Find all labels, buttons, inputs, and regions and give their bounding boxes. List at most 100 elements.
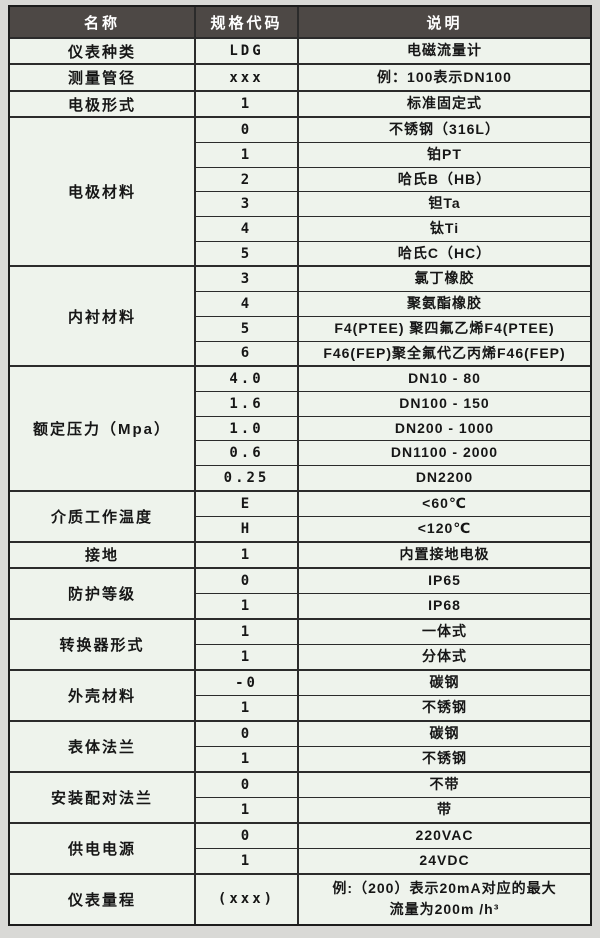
table-row: 1 不锈钢 (194, 746, 590, 772)
table-row: 0 碳钢 (194, 722, 590, 747)
spec-code: -0 (194, 671, 299, 696)
spec-desc: DN100 - 150 (399, 395, 490, 411)
table-row: xxx 例：100表示DN100 (194, 65, 590, 90)
table-row: 1.0 DN200 - 1000 (194, 415, 590, 441)
spec-desc: 不锈钢 (422, 750, 467, 767)
spec-group-name: 内衬材料 (67, 308, 136, 326)
spec-code: 5 (194, 241, 299, 266)
spec-group: 转换器形式 1 一体式 1 分体式 (10, 618, 590, 670)
spec-group-rows: 1 一体式 1 分体式 (194, 620, 590, 670)
spec-desc: F4(PTEE) 聚四氟乙烯F4(PTEE) (334, 319, 555, 336)
table-row: 6 F46(FEP)聚全氟代乙丙烯F46(FEP) (194, 340, 590, 366)
table-row: (xxx) 例:（200）表示20mA对应的最大 流量为200m /h³ (194, 875, 590, 924)
spec-code: 1 (194, 798, 299, 823)
spec-code: 4 (194, 217, 299, 241)
spec-group-rows: 0 220VAC 1 24VDC (194, 824, 590, 873)
spec-group: 仪表量程 (xxx) 例:（200）表示20mA对应的最大 流量为200m /h³ (10, 873, 590, 924)
spec-group-name: 额定压力（Mpa） (32, 421, 171, 439)
spec-group-name: 介质工作温度 (50, 508, 153, 526)
spec-code: (xxx) (194, 875, 299, 924)
spec-group-rows: 0 不带 1 带 (194, 773, 590, 823)
table-row: 4 聚氨酯橡胶 (194, 291, 590, 316)
spec-code: E (194, 491, 299, 516)
spec-desc: F46(FEP)聚全氟代乙丙烯F46(FEP) (323, 344, 566, 361)
spec-group-rows: 1 标准固定式 (194, 91, 590, 117)
spec-desc: 聚氨酯橡胶 (407, 295, 482, 312)
table-row: 1 不锈钢 (194, 695, 590, 721)
spec-code: 2 (194, 167, 299, 192)
spec-group-name: 电极材料 (67, 184, 136, 202)
spec-code: 0 (194, 569, 299, 594)
spec-code: 1 (194, 91, 299, 117)
spec-desc: 碳钢 (429, 725, 460, 742)
spec-code: 1.6 (194, 392, 299, 416)
spec-code: 0 (194, 722, 299, 747)
table-row: 3 钽Ta (194, 191, 590, 217)
table-row: 0 220VAC (194, 824, 590, 849)
spec-group-name: 电极形式 (67, 96, 136, 114)
spec-desc: 钛Ti (429, 220, 460, 237)
table-row: 0.6 DN1100 - 2000 (194, 440, 590, 466)
spec-desc: 不锈钢 (422, 699, 467, 716)
table-row: 1 24VDC (194, 848, 590, 873)
spec-desc: IP65 (428, 572, 461, 589)
table-row: 4.0 DN10 - 80 (194, 367, 590, 391)
spec-desc: 例：100表示DN100 (377, 68, 512, 85)
spec-group-rows: LDG 电磁流量计 (194, 39, 590, 64)
spec-desc: <60℃ (422, 494, 467, 511)
spec-group-name: 仪表种类 (67, 43, 136, 61)
spec-desc: 一体式 (422, 623, 467, 640)
spec-code: 1 (194, 849, 299, 873)
spec-desc: <120℃ (417, 519, 472, 536)
spec-desc: 标准固定式 (407, 95, 482, 112)
spec-code: 0.6 (194, 441, 299, 466)
spec-desc: 碳钢 (429, 674, 460, 691)
spec-group-name: 安装配对法兰 (50, 790, 153, 808)
table-row: LDG 电磁流量计 (194, 39, 590, 64)
spec-code: 1.0 (194, 416, 299, 441)
table-row: 1 铂PT (194, 142, 590, 167)
table-row: 1 分体式 (194, 644, 590, 670)
spec-group: 仪表种类 LDG 电磁流量计 (10, 37, 590, 64)
spec-code: 1 (194, 747, 299, 772)
spec-group-rows: (xxx) 例:（200）表示20mA对应的最大 流量为200m /h³ (194, 875, 590, 924)
table-row: 0 不锈钢（316L） (194, 118, 590, 143)
spec-desc: 哈氏C（HC） (397, 244, 492, 261)
spec-group: 防护等级 0 IP65 1 IP68 (10, 567, 590, 619)
table-row: 5 F4(PTEE) 聚四氟乙烯F4(PTEE) (194, 315, 590, 341)
table-row: -0 碳钢 (194, 671, 590, 696)
spec-group-name: 供电电源 (67, 841, 136, 859)
spec-code: 1 (194, 143, 299, 167)
table-row: 0.25 DN2200 (194, 465, 590, 490)
table-row: 1 内置接地电极 (194, 542, 590, 568)
spec-group-name: 接地 (84, 547, 119, 565)
spec-group-rows: 4.0 DN10 - 80 1.6 DN100 - 150 1.0 DN200 - 100… (194, 367, 590, 490)
spec-code: 1 (194, 620, 299, 645)
spec-desc: 分体式 (422, 648, 467, 665)
spec-desc: 钽Ta (428, 195, 461, 212)
spec-group: 额定压力（Mpa） 4.0 DN10 - 80 1.6 DN100 - 150 1.0 DN… (10, 365, 590, 490)
spec-group: 供电电源 0 220VAC 1 24VDC (10, 822, 590, 873)
spec-group: 介质工作温度 E <60℃ H <120℃ (10, 489, 590, 541)
spec-group: 表体法兰 0 碳钢 1 不锈钢 (10, 720, 590, 772)
spec-group: 内衬材料 3 氯丁橡胶 4 聚氨酯橡胶 5 F4(PTEE) 聚四氟乙烯F4(PTEE) 6 F… (10, 265, 590, 366)
spec-group-name: 测量管径 (67, 70, 136, 88)
spec-desc: 220VAC (415, 827, 474, 844)
table-row: 0 IP65 (194, 569, 590, 594)
spec-code: 0 (194, 824, 299, 849)
spec-group-rows: 0 不锈钢（316L） 1 铂PT 2 哈氏B（HB） 3 钽Ta 4 钛Ti 5 哈氏C（HC） (194, 118, 590, 266)
spec-group-name: 表体法兰 (67, 739, 136, 757)
table-row: 1.6 DN100 - 150 (194, 391, 590, 416)
spec-group-rows: 0 碳钢 1 不锈钢 (194, 722, 590, 772)
table-body: 仪表种类 LDG 电磁流量计测量管径 xxx 例：100表示DN100 电极形式 1 标准固定… (10, 37, 590, 924)
spec-code: 1 (194, 696, 299, 721)
table-row: 5 哈氏C（HC） (194, 240, 590, 266)
spec-desc: DN2200 (415, 469, 474, 486)
table-row: 1 IP68 (194, 593, 590, 619)
table-row: 0 不带 (194, 773, 590, 798)
header-name: 名称 (83, 14, 120, 32)
spec-code: 0 (194, 773, 299, 798)
spec-desc: DN10 - 80 (408, 370, 481, 387)
